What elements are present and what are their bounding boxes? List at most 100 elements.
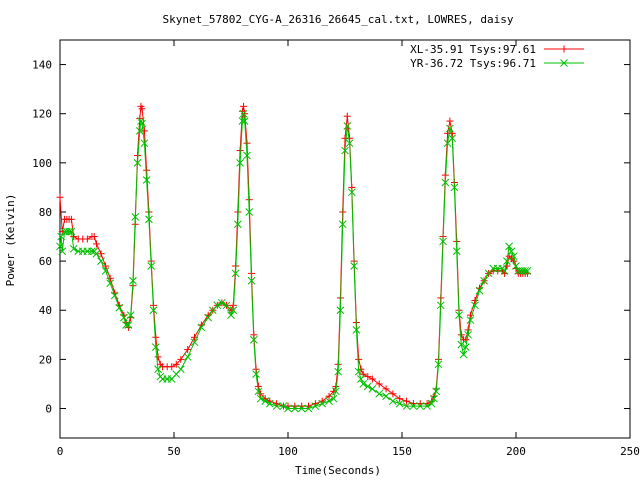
data-point	[122, 321, 130, 329]
data-point	[343, 122, 352, 130]
data-point	[341, 146, 349, 155]
data-point	[101, 267, 110, 275]
data-point	[183, 353, 192, 361]
data-point	[311, 402, 320, 410]
data-point	[56, 193, 64, 201]
data-point	[265, 399, 274, 408]
data-point	[284, 404, 292, 413]
data-point	[67, 215, 75, 223]
data-point	[375, 380, 383, 388]
x-tick-label: 250	[620, 445, 640, 458]
data-point	[471, 301, 479, 310]
x-tick-label: 0	[57, 445, 64, 458]
data-point	[69, 244, 78, 253]
plot-frame	[59, 39, 631, 439]
data-point	[389, 390, 397, 398]
data-point	[505, 242, 514, 251]
data-point	[138, 119, 146, 128]
legend-swatch-marker	[560, 59, 568, 67]
data-point	[110, 291, 119, 300]
x-tick-label: 50	[167, 445, 180, 458]
data-point	[218, 299, 226, 307]
data-point	[238, 117, 247, 125]
data-point	[503, 257, 511, 265]
data-point	[523, 267, 532, 275]
data-point	[236, 147, 244, 155]
data-point	[140, 139, 149, 148]
data-point	[423, 402, 431, 410]
data-point	[149, 306, 158, 315]
data-point	[466, 316, 475, 324]
data-point	[446, 117, 454, 125]
data-point	[154, 353, 162, 361]
data-point	[279, 402, 288, 410]
data-point	[177, 355, 185, 363]
series-layer	[56, 102, 532, 413]
x-axis: 0 50 100 150 200 250	[57, 40, 640, 458]
data-point	[304, 404, 313, 413]
data-point	[131, 213, 140, 221]
data-point	[213, 301, 222, 310]
data-point	[509, 252, 518, 261]
data-point	[90, 233, 98, 241]
y-tick-label: 100	[32, 157, 52, 170]
data-point	[241, 110, 249, 118]
data-point	[240, 102, 248, 110]
data-point	[375, 389, 384, 398]
data-point	[227, 311, 235, 320]
data-point	[354, 367, 363, 376]
data-point	[359, 380, 368, 388]
legend-swatch-marker	[560, 45, 568, 53]
data-point	[347, 188, 356, 197]
data-point	[106, 274, 114, 282]
x-tick-label: 200	[506, 445, 526, 458]
x-tick-label: 150	[392, 445, 412, 458]
data-point	[197, 323, 206, 332]
data-point	[247, 276, 256, 285]
data-point	[457, 331, 465, 339]
data-point	[416, 402, 425, 410]
data-point	[461, 343, 470, 351]
data-point	[471, 296, 479, 304]
data-point	[67, 227, 76, 236]
data-point	[480, 276, 488, 285]
data-point	[368, 375, 376, 383]
data-point	[240, 117, 249, 125]
data-point	[272, 402, 281, 410]
data-point	[190, 338, 199, 347]
legend-label-xl: XL-35.91 Tsys:97.61	[410, 43, 536, 56]
data-point	[239, 109, 248, 118]
data-point	[507, 247, 516, 256]
data-point	[396, 395, 404, 403]
y-tick-label: 80	[39, 206, 52, 219]
data-point	[439, 237, 447, 246]
data-point	[363, 382, 372, 391]
data-point	[172, 360, 180, 368]
y-axis: 0 20 40 60 80 100 120 140	[32, 59, 630, 416]
data-point	[243, 151, 251, 160]
series-line	[59, 113, 528, 409]
y-tick-label: 0	[45, 403, 52, 416]
data-point	[403, 397, 411, 405]
data-point	[236, 158, 244, 167]
data-point	[126, 311, 135, 320]
data-point	[106, 279, 115, 288]
data-point	[430, 394, 438, 403]
y-tick-label: 20	[39, 353, 52, 366]
data-point	[500, 267, 509, 275]
data-point	[434, 360, 443, 369]
data-point	[446, 124, 454, 133]
data-point	[345, 139, 354, 148]
data-point	[168, 363, 176, 371]
data-point	[115, 303, 124, 312]
data-point	[133, 158, 142, 167]
data-point	[395, 399, 404, 408]
data-point	[151, 343, 160, 351]
data-point	[147, 262, 156, 270]
data-point	[521, 267, 529, 275]
data-point	[83, 235, 91, 243]
y-tick-label: 60	[39, 255, 52, 268]
data-point	[464, 330, 472, 339]
data-point	[455, 311, 463, 320]
